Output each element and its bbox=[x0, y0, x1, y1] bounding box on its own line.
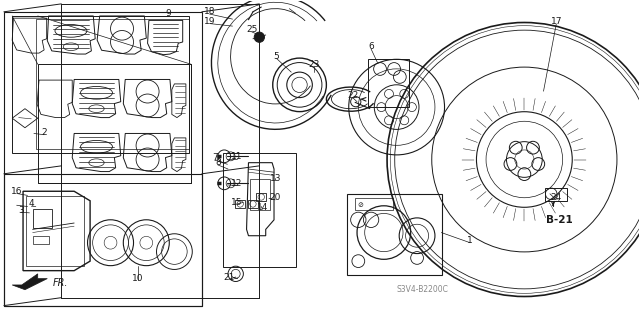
Text: 3: 3 bbox=[19, 206, 24, 215]
Text: 22: 22 bbox=[348, 92, 359, 100]
Bar bbox=[4, 174, 202, 306]
Text: 15: 15 bbox=[231, 198, 243, 207]
Bar bbox=[4, 12, 202, 306]
Bar bbox=[545, 188, 567, 201]
Bar bbox=[33, 236, 49, 244]
Bar bbox=[26, 196, 84, 266]
Bar bbox=[248, 200, 258, 208]
Bar bbox=[12, 16, 189, 152]
Text: 7: 7 bbox=[212, 153, 218, 162]
Bar bbox=[223, 153, 296, 268]
Text: 13: 13 bbox=[269, 174, 281, 183]
Bar bbox=[36, 19, 189, 149]
Bar bbox=[540, 210, 579, 225]
Circle shape bbox=[254, 32, 264, 42]
Bar bbox=[348, 195, 442, 275]
Polygon shape bbox=[12, 274, 47, 290]
Text: 20: 20 bbox=[269, 193, 281, 202]
Text: ⊘: ⊘ bbox=[357, 202, 363, 208]
Text: 8: 8 bbox=[215, 158, 221, 167]
Bar bbox=[33, 209, 52, 228]
Text: 18: 18 bbox=[204, 7, 215, 16]
Text: 21: 21 bbox=[223, 272, 235, 281]
Text: 10: 10 bbox=[132, 274, 144, 283]
Text: 19: 19 bbox=[204, 17, 215, 26]
Text: 24: 24 bbox=[550, 193, 562, 202]
Bar bbox=[256, 193, 266, 201]
Text: 6: 6 bbox=[368, 42, 374, 51]
Text: 5: 5 bbox=[274, 52, 280, 61]
Text: FR.: FR. bbox=[52, 278, 68, 288]
Bar bbox=[250, 179, 270, 210]
Text: 2: 2 bbox=[42, 128, 47, 137]
Text: S3V4-B2200C: S3V4-B2200C bbox=[396, 285, 448, 294]
Text: 25: 25 bbox=[246, 25, 257, 34]
Text: 17: 17 bbox=[550, 17, 562, 26]
Text: 23: 23 bbox=[308, 60, 319, 69]
Text: 1: 1 bbox=[467, 236, 473, 245]
Bar bbox=[38, 64, 191, 183]
Text: 4: 4 bbox=[29, 199, 34, 208]
Text: 11: 11 bbox=[231, 152, 243, 161]
Text: 9: 9 bbox=[165, 9, 171, 18]
Bar bbox=[235, 200, 245, 208]
Bar bbox=[368, 59, 410, 107]
Text: 16: 16 bbox=[11, 187, 22, 196]
Text: 12: 12 bbox=[231, 179, 243, 188]
Text: 14: 14 bbox=[257, 203, 268, 211]
Bar bbox=[355, 197, 394, 210]
Text: B-21: B-21 bbox=[546, 215, 573, 225]
